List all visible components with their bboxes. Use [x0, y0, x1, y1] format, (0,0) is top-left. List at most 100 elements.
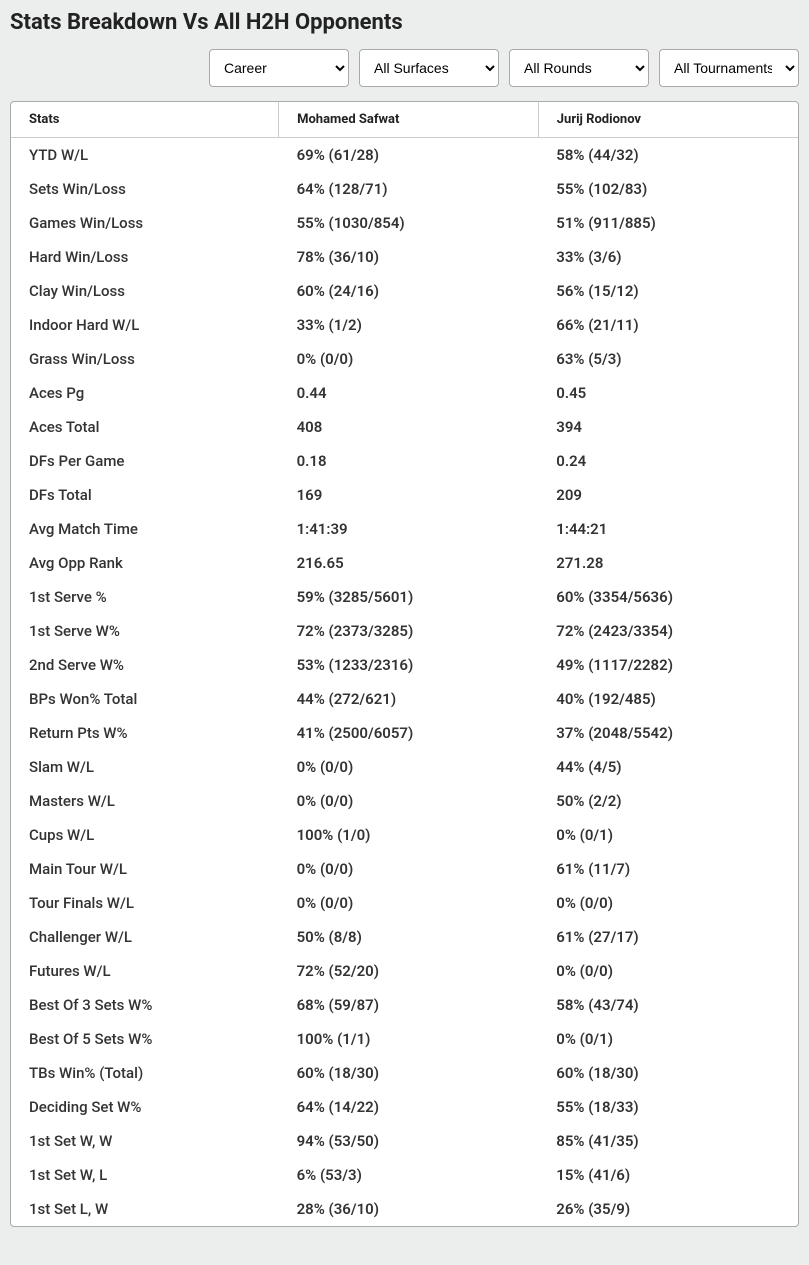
stat-value-player2: 55% (102/83) [538, 172, 798, 206]
stat-label: Masters W/L [11, 784, 279, 818]
stat-value-player2: 63% (5/3) [538, 342, 798, 376]
stat-label: Tour Finals W/L [11, 886, 279, 920]
table-row: Indoor Hard W/L33% (1/2)66% (21/11) [11, 308, 798, 342]
stat-value-player2: 61% (27/17) [538, 920, 798, 954]
page-title: Stats Breakdown Vs All H2H Opponents [10, 10, 799, 35]
stat-value-player2: 26% (35/9) [538, 1192, 798, 1226]
stat-value-player1: 0.44 [279, 376, 539, 410]
stat-label: Clay Win/Loss [11, 274, 279, 308]
stat-label: Games Win/Loss [11, 206, 279, 240]
stat-value-player1: 28% (36/10) [279, 1192, 539, 1226]
table-row: 1st Set W, L6% (53/3)15% (41/6) [11, 1158, 798, 1192]
stat-value-player1: 41% (2500/6057) [279, 716, 539, 750]
stat-value-player2: 60% (3354/5636) [538, 580, 798, 614]
stat-value-player2: 66% (21/11) [538, 308, 798, 342]
table-row: 1st Set W, W94% (53/50)85% (41/35) [11, 1124, 798, 1158]
stat-label: Grass Win/Loss [11, 342, 279, 376]
stat-value-player1: 72% (2373/3285) [279, 614, 539, 648]
stat-value-player1: 64% (14/22) [279, 1090, 539, 1124]
filter-round[interactable]: All Rounds [509, 49, 649, 87]
stat-value-player1: 72% (52/20) [279, 954, 539, 988]
stat-label: Deciding Set W% [11, 1090, 279, 1124]
stat-value-player1: 408 [279, 410, 539, 444]
stat-label: YTD W/L [11, 138, 279, 173]
stat-value-player1: 100% (1/1) [279, 1022, 539, 1056]
stat-value-player2: 85% (41/35) [538, 1124, 798, 1158]
table-row: 1st Serve W%72% (2373/3285)72% (2423/335… [11, 614, 798, 648]
stat-value-player1: 1:41:39 [279, 512, 539, 546]
table-row: TBs Win% (Total)60% (18/30)60% (18/30) [11, 1056, 798, 1090]
stat-value-player2: 0% (0/0) [538, 954, 798, 988]
table-row: Games Win/Loss55% (1030/854)51% (911/885… [11, 206, 798, 240]
stats-table: Stats Mohamed Safwat Jurij Rodionov YTD … [11, 102, 798, 1226]
table-row: DFs Total169209 [11, 478, 798, 512]
stat-value-player1: 50% (8/8) [279, 920, 539, 954]
filter-surface[interactable]: All Surfaces [359, 49, 499, 87]
stat-label: 1st Set W, L [11, 1158, 279, 1192]
stat-value-player2: 33% (3/6) [538, 240, 798, 274]
stat-value-player1: 100% (1/0) [279, 818, 539, 852]
table-row: Avg Match Time1:41:391:44:21 [11, 512, 798, 546]
stat-value-player2: 15% (41/6) [538, 1158, 798, 1192]
stat-value-player2: 271.28 [538, 546, 798, 580]
stat-label: DFs Total [11, 478, 279, 512]
col-header-stats: Stats [11, 102, 279, 138]
stat-value-player1: 0% (0/0) [279, 342, 539, 376]
table-row: Sets Win/Loss64% (128/71)55% (102/83) [11, 172, 798, 206]
table-row: BPs Won% Total44% (272/621)40% (192/485) [11, 682, 798, 716]
stat-value-player1: 0% (0/0) [279, 750, 539, 784]
table-row: Masters W/L0% (0/0)50% (2/2) [11, 784, 798, 818]
stat-label: DFs Per Game [11, 444, 279, 478]
stat-label: Hard Win/Loss [11, 240, 279, 274]
stat-label: Sets Win/Loss [11, 172, 279, 206]
stats-table-wrap: Stats Mohamed Safwat Jurij Rodionov YTD … [10, 101, 799, 1227]
stat-label: Slam W/L [11, 750, 279, 784]
table-row: Slam W/L0% (0/0)44% (4/5) [11, 750, 798, 784]
stat-value-player2: 50% (2/2) [538, 784, 798, 818]
table-row: Futures W/L72% (52/20)0% (0/0) [11, 954, 798, 988]
table-row: DFs Per Game0.180.24 [11, 444, 798, 478]
stat-value-player2: 0% (0/0) [538, 886, 798, 920]
table-header-row: Stats Mohamed Safwat Jurij Rodionov [11, 102, 798, 138]
filters-bar: Career All Surfaces All Rounds All Tourn… [10, 49, 799, 87]
table-row: Hard Win/Loss78% (36/10)33% (3/6) [11, 240, 798, 274]
stat-value-player2: 55% (18/33) [538, 1090, 798, 1124]
stat-value-player1: 0.18 [279, 444, 539, 478]
stat-value-player2: 0.24 [538, 444, 798, 478]
filter-period[interactable]: Career [209, 49, 349, 87]
stat-label: Best Of 3 Sets W% [11, 988, 279, 1022]
stat-label: BPs Won% Total [11, 682, 279, 716]
stat-label: 1st Serve W% [11, 614, 279, 648]
stat-label: Challenger W/L [11, 920, 279, 954]
stat-value-player1: 0% (0/0) [279, 852, 539, 886]
table-row: Main Tour W/L0% (0/0)61% (11/7) [11, 852, 798, 886]
table-row: Return Pts W%41% (2500/6057)37% (2048/55… [11, 716, 798, 750]
table-row: Avg Opp Rank216.65271.28 [11, 546, 798, 580]
table-row: Tour Finals W/L0% (0/0)0% (0/0) [11, 886, 798, 920]
table-row: Aces Total408394 [11, 410, 798, 444]
stat-value-player2: 60% (18/30) [538, 1056, 798, 1090]
stat-value-player1: 68% (59/87) [279, 988, 539, 1022]
stat-value-player1: 0% (0/0) [279, 886, 539, 920]
stat-value-player2: 0.45 [538, 376, 798, 410]
stat-label: Avg Opp Rank [11, 546, 279, 580]
stat-label: TBs Win% (Total) [11, 1056, 279, 1090]
stat-label: Aces Pg [11, 376, 279, 410]
stat-value-player2: 1:44:21 [538, 512, 798, 546]
stat-label: Cups W/L [11, 818, 279, 852]
filter-tournament[interactable]: All Tournaments [659, 49, 799, 87]
stat-value-player2: 58% (43/74) [538, 988, 798, 1022]
table-row: Aces Pg0.440.45 [11, 376, 798, 410]
stat-value-player2: 56% (15/12) [538, 274, 798, 308]
stat-value-player1: 64% (128/71) [279, 172, 539, 206]
stat-label: Avg Match Time [11, 512, 279, 546]
stat-label: Return Pts W% [11, 716, 279, 750]
table-row: Grass Win/Loss0% (0/0)63% (5/3) [11, 342, 798, 376]
stat-value-player1: 60% (24/16) [279, 274, 539, 308]
stat-value-player1: 78% (36/10) [279, 240, 539, 274]
stat-value-player1: 60% (18/30) [279, 1056, 539, 1090]
stat-value-player1: 69% (61/28) [279, 138, 539, 173]
col-header-player2: Jurij Rodionov [538, 102, 798, 138]
stat-value-player1: 216.65 [279, 546, 539, 580]
table-row: Clay Win/Loss60% (24/16)56% (15/12) [11, 274, 798, 308]
